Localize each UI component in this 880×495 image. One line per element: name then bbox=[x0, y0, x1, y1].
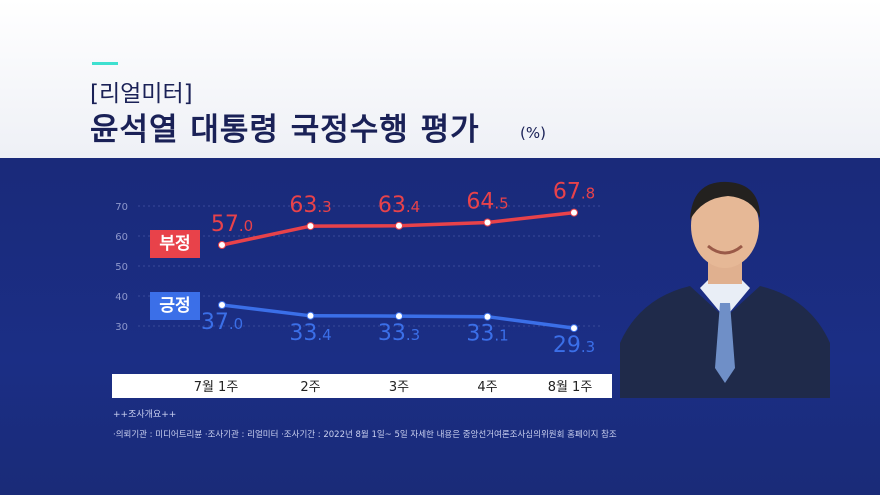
data-label: 33.4 bbox=[289, 321, 331, 346]
data-point bbox=[306, 222, 315, 231]
survey-overview-title: ++조사개요++ bbox=[113, 410, 177, 420]
y-tick-label: 50 bbox=[115, 262, 128, 273]
header: [리얼미터] 윤석열 대통령 국정수행 평가 (%) bbox=[0, 0, 880, 158]
x-tick-label: 7월 1주 bbox=[194, 380, 239, 395]
data-point bbox=[218, 301, 226, 309]
x-tick-label: 3주 bbox=[389, 380, 409, 395]
y-tick-label: 30 bbox=[115, 322, 128, 333]
person-portrait-icon bbox=[620, 181, 830, 398]
y-tick-label: 40 bbox=[115, 292, 128, 303]
x-tick-label: 2주 bbox=[300, 380, 320, 395]
legend-positive: 긍정 bbox=[150, 292, 200, 320]
chart-title: 윤석열 대통령 국정수행 평가 bbox=[90, 112, 480, 148]
x-tick-label: 8월 1주 bbox=[548, 380, 593, 395]
data-point bbox=[395, 312, 403, 321]
data-label: 64.5 bbox=[466, 190, 508, 215]
accent-bar bbox=[92, 62, 118, 65]
data-label: 33.3 bbox=[378, 321, 420, 346]
data-point bbox=[570, 208, 578, 217]
x-axis-bar bbox=[112, 374, 612, 398]
survey-overview-note: ·의뢰기관 : 미디어트리뷴 ·조사기관 : 리얼미터 ·조사기간 : 2022… bbox=[113, 430, 617, 440]
data-label: 37.0 bbox=[201, 310, 243, 335]
data-label: 63.3 bbox=[289, 193, 331, 218]
data-point bbox=[395, 221, 403, 230]
data-point bbox=[483, 312, 492, 321]
data-point bbox=[483, 218, 492, 227]
data-point bbox=[570, 324, 578, 333]
data-label: 33.1 bbox=[466, 322, 508, 347]
data-label: 29.3 bbox=[553, 333, 595, 358]
data-point bbox=[306, 311, 315, 320]
y-tick-label: 70 bbox=[115, 202, 128, 213]
data-label: 57.0 bbox=[211, 212, 253, 237]
data-point bbox=[218, 241, 226, 249]
data-label: 67.8 bbox=[553, 180, 595, 205]
y-tick-label: 60 bbox=[115, 232, 128, 243]
unit-label: (%) bbox=[520, 124, 546, 142]
source-kicker: [리얼미터] bbox=[90, 81, 193, 107]
legend-negative: 부정 bbox=[150, 230, 200, 258]
data-label: 63.4 bbox=[378, 193, 420, 218]
x-tick-label: 4주 bbox=[477, 380, 497, 395]
